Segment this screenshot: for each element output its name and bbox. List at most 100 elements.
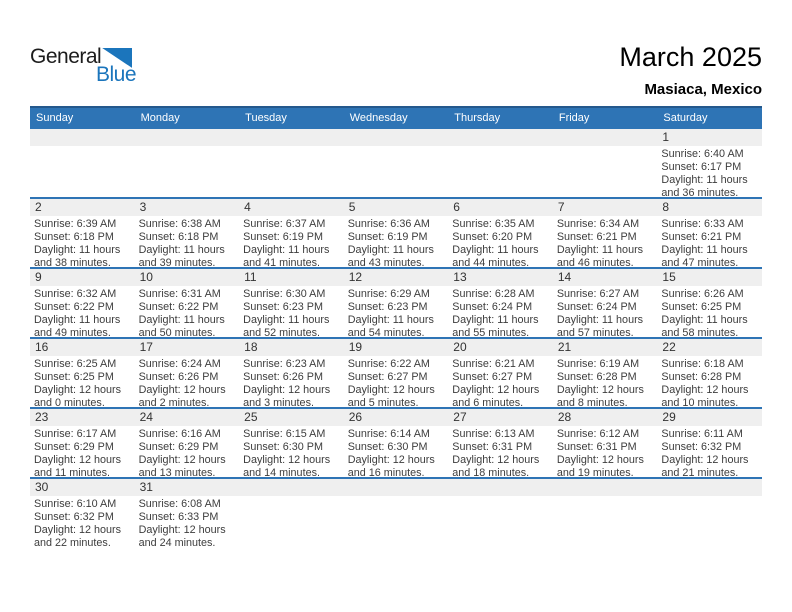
day-number: 4 xyxy=(239,199,344,216)
sunset-text: Sunset: 6:19 PM xyxy=(243,231,323,243)
calendar-day-cell: 29 Sunrise: 6:11 AM Sunset: 6:32 PM Dayligh… xyxy=(657,409,762,477)
day-number: 27 xyxy=(448,409,553,426)
calendar-day-cell: 25 Sunrise: 6:15 AM Sunset: 6:30 PM Dayligh… xyxy=(239,409,344,477)
day-number: 16 xyxy=(30,339,135,356)
calendar-day-cell: 28 Sunrise: 6:12 AM Sunset: 6:31 PM Dayligh… xyxy=(552,409,658,477)
sunrise-text: Sunrise: 6:23 AM xyxy=(243,358,326,370)
sunset-text: Sunset: 6:25 PM xyxy=(661,301,742,313)
sunset-text: Sunset: 6:31 PM xyxy=(556,441,637,453)
month-title: March 2025 xyxy=(619,42,762,72)
daylight-text: Daylight: 11 hours and 36 minutes. xyxy=(661,174,748,197)
calendar-empty-cell xyxy=(343,479,449,549)
sunrise-text: Sunrise: 6:34 AM xyxy=(556,218,640,230)
day-number xyxy=(30,129,135,146)
sunrise-text: Sunrise: 6:22 AM xyxy=(347,358,430,370)
daylight-text: Daylight: 12 hours and 6 minutes. xyxy=(452,384,540,407)
sunrise-text: Sunrise: 6:29 AM xyxy=(347,288,430,300)
day-details: Sunrise: 6:11 AM Sunset: 6:32 PM Daylight:… xyxy=(657,426,762,477)
day-details: Sunrise: 6:18 AM Sunset: 6:28 PM Daylight:… xyxy=(657,356,762,407)
day-details: Sunrise: 6:24 AM Sunset: 6:26 PM Daylight:… xyxy=(135,356,240,407)
sunset-text: Sunset: 6:21 PM xyxy=(661,231,742,243)
week-row: 16 Sunrise: 6:25 AM Sunset: 6:25 PM Dayligh… xyxy=(30,339,762,409)
day-number: 30 xyxy=(30,479,135,496)
sunrise-text: Sunrise: 6:39 AM xyxy=(34,218,117,230)
day-details: Sunrise: 6:33 AM Sunset: 6:21 PM Daylight:… xyxy=(657,216,762,267)
calendar-day-cell: 21 Sunrise: 6:19 AM Sunset: 6:28 PM Dayligh… xyxy=(552,339,658,407)
day-number: 2 xyxy=(30,199,135,216)
day-details: Sunrise: 6:35 AM Sunset: 6:20 PM Daylight:… xyxy=(448,216,553,267)
sunrise-text: Sunrise: 6:16 AM xyxy=(138,428,221,440)
daylight-text: Daylight: 12 hours and 16 minutes. xyxy=(347,454,435,477)
sunrise-text: Sunrise: 6:15 AM xyxy=(243,428,326,440)
day-details: Sunrise: 6:26 AM Sunset: 6:25 PM Daylight:… xyxy=(657,286,762,337)
daylight-text: Daylight: 12 hours and 18 minutes. xyxy=(452,454,540,477)
calendar-empty-cell xyxy=(134,129,240,197)
daylight-text: Daylight: 11 hours and 55 minutes. xyxy=(452,314,539,337)
sunrise-text: Sunrise: 6:35 AM xyxy=(452,218,535,230)
sunset-text: Sunset: 6:17 PM xyxy=(661,161,742,173)
sunrise-text: Sunrise: 6:24 AM xyxy=(138,358,221,370)
day-number: 21 xyxy=(552,339,658,356)
sunrise-text: Sunrise: 6:11 AM xyxy=(661,428,743,440)
calendar-grid: Sunday Monday Tuesday Wednesday Thursday Frid… xyxy=(30,106,762,549)
daylight-text: Daylight: 12 hours and 3 minutes. xyxy=(243,384,331,407)
sunrise-text: Sunrise: 6:31 AM xyxy=(138,288,221,300)
daylight-text: Daylight: 11 hours and 38 minutes. xyxy=(34,244,121,267)
day-details: Sunrise: 6:15 AM Sunset: 6:30 PM Daylight:… xyxy=(239,426,344,477)
day-details: Sunrise: 6:39 AM Sunset: 6:18 PM Daylight:… xyxy=(30,216,135,267)
day-number: 18 xyxy=(239,339,344,356)
day-number xyxy=(239,129,344,146)
calendar-day-cell: 17 Sunrise: 6:24 AM Sunset: 6:26 PM Dayligh… xyxy=(134,339,240,407)
daylight-text: Daylight: 11 hours and 41 minutes. xyxy=(243,244,330,267)
day-details: Sunrise: 6:16 AM Sunset: 6:29 PM Daylight:… xyxy=(135,426,240,477)
weekday-header-thursday: Thursday xyxy=(454,112,501,124)
day-details: Sunrise: 6:29 AM Sunset: 6:23 PM Daylight:… xyxy=(344,286,449,337)
daylight-text: Daylight: 12 hours and 19 minutes. xyxy=(556,454,644,477)
daylight-text: Daylight: 11 hours and 49 minutes. xyxy=(34,314,121,337)
day-number: 17 xyxy=(134,339,240,356)
day-number xyxy=(448,479,553,496)
daylight-text: Daylight: 11 hours and 52 minutes. xyxy=(243,314,330,337)
day-details: Sunrise: 6:31 AM Sunset: 6:22 PM Daylight:… xyxy=(135,286,240,337)
day-number xyxy=(552,479,658,496)
day-number: 26 xyxy=(343,409,449,426)
day-number xyxy=(343,479,449,496)
day-details: Sunrise: 6:40 AM Sunset: 6:17 PM Daylight:… xyxy=(657,146,762,197)
day-details: Sunrise: 6:12 AM Sunset: 6:31 PM Daylight:… xyxy=(553,426,658,477)
sunset-text: Sunset: 6:21 PM xyxy=(556,231,637,243)
day-details: Sunrise: 6:14 AM Sunset: 6:30 PM Daylight:… xyxy=(344,426,449,477)
week-row: 9 Sunrise: 6:32 AM Sunset: 6:22 PM Daylight… xyxy=(30,269,762,339)
calendar-day-cell: 12 Sunrise: 6:29 AM Sunset: 6:23 PM Dayligh… xyxy=(343,269,449,337)
calendar-day-cell: 6 Sunrise: 6:35 AM Sunset: 6:20 PM Daylight… xyxy=(448,199,553,267)
sunrise-text: Sunrise: 6:36 AM xyxy=(347,218,430,230)
calendar-day-cell: 30 Sunrise: 6:10 AM Sunset: 6:32 PM Dayligh… xyxy=(30,479,135,549)
sunrise-text: Sunrise: 6:17 AM xyxy=(34,428,117,440)
day-details: Sunrise: 6:28 AM Sunset: 6:24 PM Daylight:… xyxy=(448,286,553,337)
week-row: 2 Sunrise: 6:39 AM Sunset: 6:18 PM Daylight… xyxy=(30,199,762,269)
sunset-text: Sunset: 6:24 PM xyxy=(556,301,637,313)
daylight-text: Daylight: 11 hours and 54 minutes. xyxy=(347,314,434,337)
sunset-text: Sunset: 6:29 PM xyxy=(138,441,219,453)
sunset-text: Sunset: 6:23 PM xyxy=(243,301,323,313)
sunset-text: Sunset: 6:18 PM xyxy=(34,231,114,243)
daylight-text: Daylight: 12 hours and 8 minutes. xyxy=(556,384,644,407)
day-number: 22 xyxy=(657,339,762,356)
calendar-day-cell: 23 Sunrise: 6:17 AM Sunset: 6:29 PM Dayligh… xyxy=(30,409,135,477)
sunset-text: Sunset: 6:22 PM xyxy=(138,301,219,313)
day-details: Sunrise: 6:13 AM Sunset: 6:31 PM Daylight:… xyxy=(448,426,553,477)
day-number xyxy=(552,129,658,146)
daylight-text: Daylight: 11 hours and 39 minutes. xyxy=(138,244,225,267)
sunrise-text: Sunrise: 6:38 AM xyxy=(138,218,221,230)
day-details: Sunrise: 6:38 AM Sunset: 6:18 PM Daylight:… xyxy=(135,216,240,267)
sunset-text: Sunset: 6:27 PM xyxy=(347,371,428,383)
day-number xyxy=(657,479,762,496)
weekday-header-wednesday: Wednesday xyxy=(349,112,408,124)
calendar-empty-cell xyxy=(343,129,449,197)
calendar-day-cell: 11 Sunrise: 6:30 AM Sunset: 6:23 PM Dayligh… xyxy=(239,269,344,337)
calendar-day-cell: 22 Sunrise: 6:18 AM Sunset: 6:28 PM Dayligh… xyxy=(657,339,762,407)
day-number: 8 xyxy=(657,199,762,216)
day-number: 25 xyxy=(239,409,344,426)
weekday-header-tuesday: Tuesday xyxy=(245,112,287,124)
weekday-header-friday: Friday xyxy=(558,112,590,124)
sunset-text: Sunset: 6:30 PM xyxy=(347,441,428,453)
